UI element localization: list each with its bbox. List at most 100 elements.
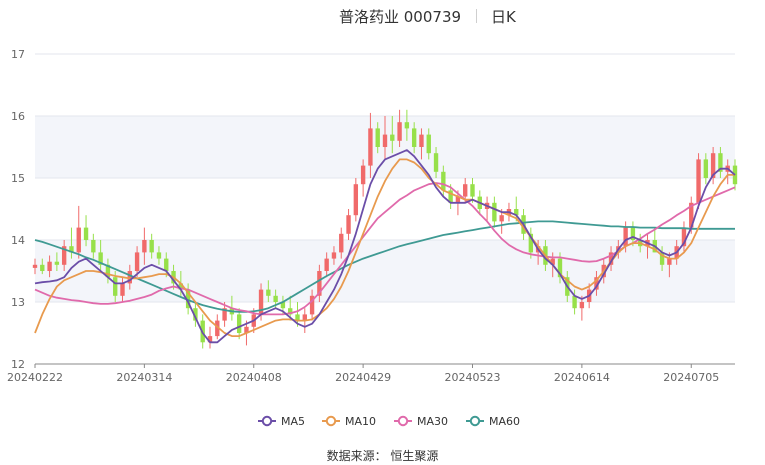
candle-body	[346, 215, 351, 234]
x-tick-label: 20240429	[335, 371, 391, 384]
title-divider	[476, 9, 477, 23]
candle-body	[61, 246, 67, 265]
candle-body	[455, 196, 461, 203]
legend-marker	[469, 415, 481, 427]
candle-body	[492, 202, 497, 222]
candle-body	[433, 153, 439, 172]
candle-body	[331, 252, 337, 259]
candle-body	[499, 215, 504, 222]
stock-title: 普洛药业 000739	[339, 8, 462, 26]
line-ma30	[34, 182, 736, 316]
candle-body	[266, 289, 271, 296]
candle-body	[353, 184, 359, 216]
candle-body	[215, 320, 220, 337]
candle-body	[623, 227, 628, 247]
legend-label: MA60	[489, 415, 520, 428]
line-ma60	[34, 220, 735, 313]
candle-body	[105, 264, 111, 278]
candle-body	[528, 233, 534, 253]
candle-body	[696, 159, 701, 203]
x-tick-label: 20240705	[663, 371, 719, 384]
candle-body	[40, 264, 45, 271]
candle-body	[193, 308, 198, 321]
line-ma5	[34, 149, 736, 344]
candle-body	[397, 122, 402, 141]
candle-body	[463, 184, 468, 197]
candle-body	[295, 314, 300, 321]
candle-body	[514, 209, 519, 216]
candle-body	[149, 240, 154, 253]
y-tick-label: 17	[11, 48, 25, 61]
candle-body	[375, 128, 380, 147]
candle-body	[54, 261, 60, 265]
candle-body	[550, 258, 555, 265]
candle-body	[185, 289, 191, 309]
candle-body	[280, 302, 286, 309]
candle-body	[324, 258, 329, 271]
candle-body	[411, 128, 417, 147]
candle-body	[718, 153, 723, 172]
legend-marker	[397, 415, 409, 427]
candle-body	[360, 165, 366, 185]
candle-body	[579, 302, 585, 309]
candle-body	[404, 122, 410, 129]
candle-body	[69, 246, 74, 253]
candle-body	[710, 153, 716, 178]
candle-body	[689, 202, 694, 228]
candle-body	[178, 283, 184, 290]
candle-body	[113, 277, 118, 296]
candle-body	[419, 134, 424, 147]
candle-body	[127, 271, 132, 284]
candle-body	[120, 283, 125, 296]
candle-body	[572, 295, 577, 309]
candle-body	[156, 252, 162, 259]
candle-body	[76, 227, 81, 253]
candle-body	[441, 171, 446, 191]
candle-body	[557, 258, 563, 278]
candle-body	[426, 134, 431, 154]
candle-body	[273, 295, 278, 302]
candle-body	[309, 295, 315, 315]
candle-body	[164, 258, 169, 271]
legend-marker	[325, 415, 337, 427]
y-tick-label: 14	[11, 234, 25, 247]
candle-body	[222, 308, 227, 321]
period-label: 日K	[491, 8, 516, 26]
candle-body	[288, 308, 293, 315]
candle-body	[91, 240, 96, 253]
candle-body	[47, 261, 52, 271]
legend-label: MA5	[281, 415, 305, 428]
legend-marker	[261, 415, 273, 427]
x-tick-label: 20240614	[554, 371, 610, 384]
x-tick-label: 20240408	[226, 371, 282, 384]
candle-body	[681, 227, 687, 247]
candle-body	[339, 233, 344, 253]
candle-body	[594, 277, 599, 290]
candle-body	[134, 252, 140, 271]
candle-body	[98, 252, 103, 265]
candle-body	[667, 258, 672, 265]
y-tick-label: 15	[11, 172, 25, 185]
candle-body	[448, 190, 453, 203]
x-tick-label: 20240314	[116, 371, 172, 384]
chart-header: 普洛药业 000739 日K	[0, 6, 765, 28]
candle-body	[236, 314, 242, 333]
candle-body	[382, 134, 388, 147]
candle-body	[207, 336, 213, 343]
data-source: 数据来源： 恒生聚源	[326, 449, 439, 463]
candle-body	[142, 240, 147, 253]
candle-body	[368, 128, 373, 166]
candle-body	[703, 159, 709, 178]
x-tick-label: 20240523	[445, 371, 501, 384]
line-ma10	[34, 158, 735, 338]
candle-body	[659, 252, 665, 265]
legend-label: MA10	[345, 415, 376, 428]
candle-body	[244, 326, 249, 333]
candle-body	[32, 264, 38, 268]
candle-body	[608, 252, 614, 265]
y-tick-label: 16	[11, 110, 25, 123]
y-tick-label: 12	[11, 358, 25, 371]
y-tick-label: 13	[11, 296, 25, 309]
